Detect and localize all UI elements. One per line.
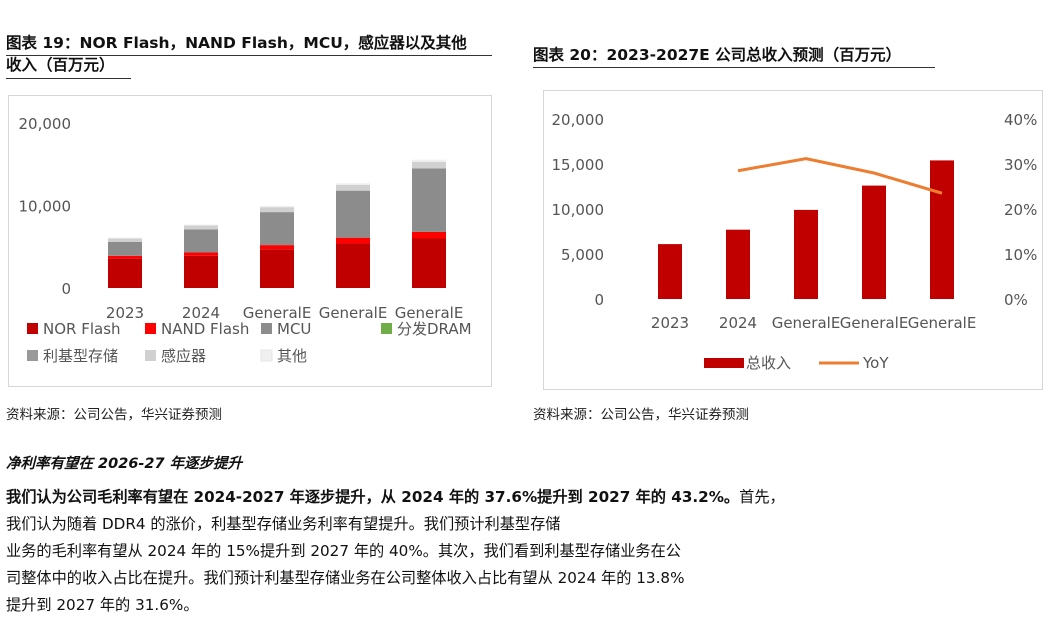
x-tick-label: GeneralE xyxy=(395,304,464,322)
bar-segment xyxy=(108,238,142,242)
bar-segment xyxy=(412,231,446,239)
legend-label: 感应器 xyxy=(161,347,206,365)
revenue-bar xyxy=(862,185,886,299)
bar-segment xyxy=(336,190,370,238)
y-tick-label: 15,000 xyxy=(552,156,605,174)
revenue-bar xyxy=(658,244,682,299)
y2-tick-label: 20% xyxy=(1004,201,1037,219)
body-paragraph: 我们认为公司毛利率有望在 2024-2027 年逐步提升，从 2024 年的 3… xyxy=(6,484,1006,619)
para-line-1: 我们认为公司毛利率有望在 2024-2027 年逐步提升，从 2024 年的 3… xyxy=(6,484,796,538)
revenue-bar xyxy=(930,160,954,299)
bar-segment xyxy=(108,255,142,259)
para-line-4: 提升到 2027 年的 31.6%。 xyxy=(6,596,199,614)
bar-segment xyxy=(184,255,218,288)
legend-swatch-revenue xyxy=(704,358,744,368)
bar-segment xyxy=(260,249,294,288)
y-tick-label: 0 xyxy=(61,280,71,298)
para-bold-lead: 我们认为公司毛利率有望在 2024-2027 年逐步提升，从 2024 年的 3… xyxy=(6,488,740,506)
x-tick-label: GeneralE xyxy=(243,304,312,322)
legend-label: 利基型存储 xyxy=(43,347,118,365)
bar-segment xyxy=(108,241,142,256)
x-tick-label: 2024 xyxy=(719,314,757,332)
left-chart-frame: 0 10,000 20,000 2023 2024 GeneralE GeneralE Gen… xyxy=(8,95,492,387)
section-heading: 净利率有望在 2026-27 年逐步提升 xyxy=(6,456,243,472)
bar-segment xyxy=(412,159,446,162)
left-stacked-bar-chart: 0 10,000 20,000 2023 2024 GeneralE GeneralE Gen… xyxy=(19,115,472,365)
y-tick-label: 5,000 xyxy=(561,246,604,264)
x-tick-label: GeneralE xyxy=(319,304,388,322)
legend-swatch xyxy=(27,350,38,361)
bar-segment xyxy=(184,229,218,253)
legend-label: YoY xyxy=(862,354,889,372)
legend-swatch xyxy=(261,323,272,334)
y-tick-label: 10,000 xyxy=(19,198,72,216)
x-tick-label: GeneralE xyxy=(840,314,909,332)
left-title-line1: 图表 19：NOR Flash，NAND Flash，MCU，感应器以及其他 xyxy=(6,34,467,52)
left-title-line2: 收入（百万元） xyxy=(6,56,115,74)
bar-segment xyxy=(260,245,294,250)
bar-segment xyxy=(184,252,218,256)
legend-swatch xyxy=(145,350,156,361)
x-tick-label: GeneralE xyxy=(772,314,841,332)
para-line1-rest: 首先，我们认为随着 DDR4 的涨价，利基型存储业务利率有望提升。我们预计利基型… xyxy=(6,488,785,533)
legend-swatch xyxy=(27,323,38,334)
bar-segment xyxy=(260,212,294,246)
y2-tick-label: 10% xyxy=(1004,246,1037,264)
x-tick-label: GeneralE xyxy=(908,314,977,332)
y2-tick-label: 30% xyxy=(1004,156,1037,174)
left-figure-title: 图表 19：NOR Flash，NAND Flash，MCU，感应器以及其他 收… xyxy=(6,32,496,76)
y2-tick-label: 40% xyxy=(1004,111,1037,129)
bar-segment xyxy=(336,243,370,288)
legend-label: 分发DRAM xyxy=(397,320,472,338)
revenue-bar xyxy=(794,209,818,299)
para-line-3: 司整体中的收入占比在提升。我们预计利基型存储业务在公司整体收入占比有望从 202… xyxy=(6,569,685,587)
bar-segment xyxy=(412,168,446,232)
y-tick-label: 20,000 xyxy=(19,115,72,133)
right-chart-frame: 0 5,000 10,000 15,000 20,000 0% 10% 20% 30% 40% 20… xyxy=(543,90,1043,390)
x-tick-label: 2023 xyxy=(106,304,144,322)
legend-swatch xyxy=(145,323,156,334)
y-tick-label: 0 xyxy=(594,291,604,309)
legend-swatch xyxy=(381,323,392,334)
right-source: 资料来源：公司公告，华兴证券预测 xyxy=(533,407,749,423)
right-title-underline xyxy=(533,67,935,68)
left-title-underline xyxy=(6,55,492,56)
y-tick-label: 10,000 xyxy=(552,201,605,219)
bar-segment xyxy=(260,207,294,213)
left-source: 资料来源：公司公告，华兴证券预测 xyxy=(6,407,222,423)
right-figure-title: 图表 20：2023-2027E 公司总收入预测（百万元） xyxy=(533,46,902,64)
legend-label: 总收入 xyxy=(746,354,791,372)
yoy-line xyxy=(737,157,943,195)
bar-segment xyxy=(412,161,446,169)
right-combo-chart: 0 5,000 10,000 15,000 20,000 0% 10% 20% 30% 40% 20… xyxy=(552,111,1038,372)
legend-swatch xyxy=(260,349,273,362)
bar-segment xyxy=(184,225,218,230)
x-tick-label: 2023 xyxy=(651,314,689,332)
bar-segment xyxy=(336,184,370,191)
revenue-bar xyxy=(726,229,750,299)
legend-label: MCU xyxy=(277,320,311,338)
bar-segment xyxy=(108,258,142,288)
para-line-2: 业务的毛利率有望从 2024 年的 15%提升到 2027 年的 40%。其次，… xyxy=(6,542,681,560)
bar-segment xyxy=(336,183,370,185)
x-tick-label: 2024 xyxy=(182,304,220,322)
legend-label: NAND Flash xyxy=(161,320,249,338)
y2-tick-label: 0% xyxy=(1004,291,1028,309)
bar-segment xyxy=(412,238,446,288)
legend-label: 其他 xyxy=(277,347,307,365)
legend-label: NOR Flash xyxy=(43,320,121,338)
y-tick-label: 20,000 xyxy=(552,111,605,129)
bar-segment xyxy=(184,224,218,226)
bar-segment xyxy=(108,237,142,239)
bar-segment xyxy=(336,237,370,244)
bar-segment xyxy=(260,205,294,208)
left-title-underline-2 xyxy=(6,78,131,79)
